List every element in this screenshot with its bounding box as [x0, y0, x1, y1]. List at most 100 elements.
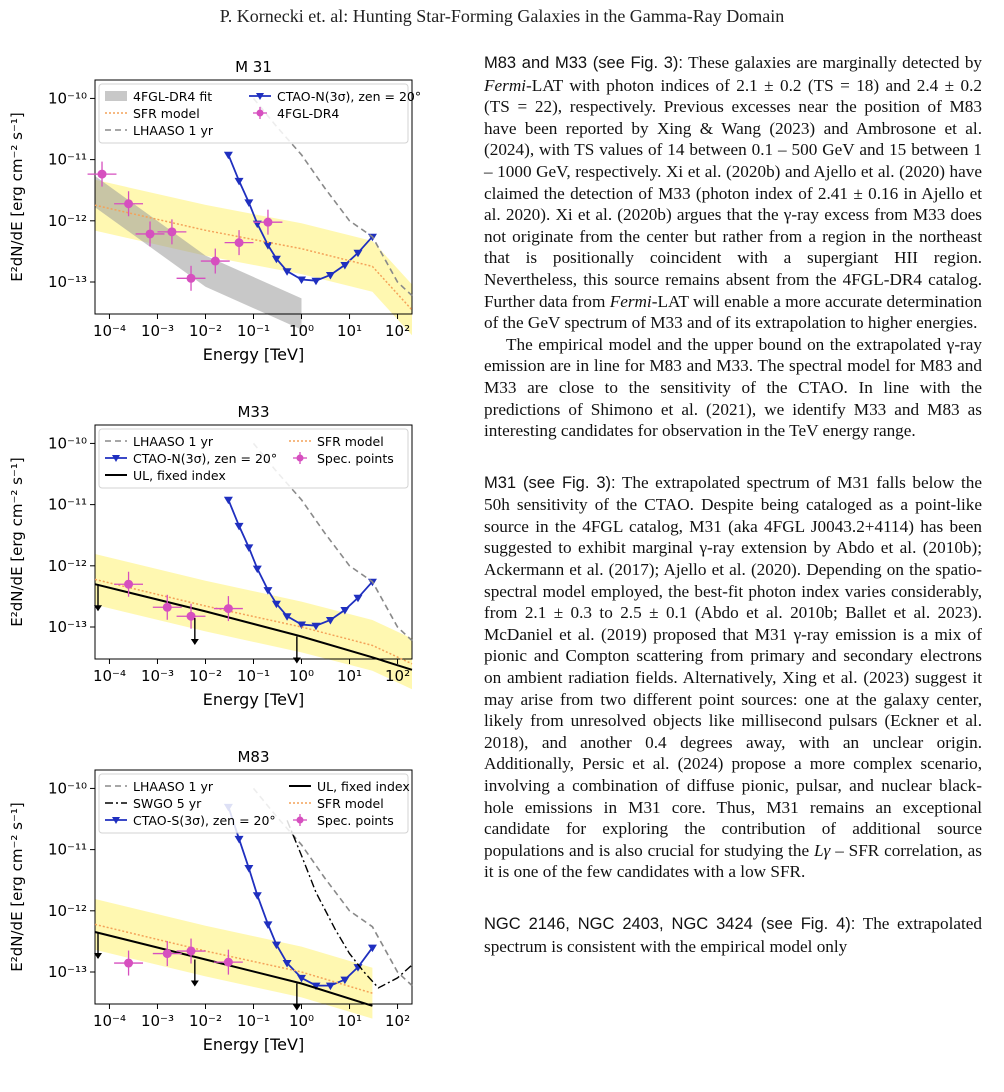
spec-point — [223, 604, 233, 614]
ctao-marker — [340, 606, 350, 615]
ctao-marker — [340, 976, 350, 985]
y-tick-label: 10⁻¹⁰ — [48, 779, 87, 797]
ctao-marker — [244, 865, 254, 873]
x-tick-label: 10⁰ — [289, 1012, 314, 1030]
x-tick-label: 10² — [385, 322, 410, 340]
paragraph-m83-m33: M83 and M33 (see Fig. 3): These galaxies… — [484, 52, 982, 334]
ul-arrow-head — [292, 1004, 301, 1011]
m33-plot: M33 10⁻⁴ 10⁻³ 10⁻² 10⁻¹ 10⁰ 10¹ 10² 10⁻¹⁰ 10⁻¹¹ 10… — [8, 403, 413, 709]
x-tick-label: 10¹ — [337, 1012, 362, 1030]
x-tick-label: 10⁰ — [289, 667, 314, 685]
m31-plot: M 31 10⁻⁴ 10⁻³ 10⁻² 10⁻¹ 10⁰ 10¹ 10² 10⁻¹⁰ 10⁻¹¹ 1… — [8, 58, 421, 364]
ctao-marker — [244, 544, 254, 552]
text-span: -LAT with photon indices of 2.1 ± 0.2 (T… — [484, 75, 982, 311]
ctao-marker — [271, 255, 281, 264]
page-header: P. Kornecki et. al: Hunting Star-Forming… — [219, 6, 785, 26]
plot-title: M33 — [237, 403, 269, 421]
spec-point — [263, 217, 273, 227]
section-head-m83: M83 and M33 (see Fig. 3): — [484, 54, 684, 72]
m83-plot: M83 10⁻⁴ 10⁻³ 10⁻² 10⁻¹ 10⁰ 10¹ 10² 10⁻¹⁰ 10⁻¹¹ 10… — [8, 748, 413, 1054]
x-axis-label: Energy [TeV] — [203, 1035, 304, 1054]
ul-arrow-head — [94, 953, 102, 960]
y-tick-label: 10⁻¹² — [48, 212, 87, 230]
x-tick-label: 10⁻¹ — [237, 322, 270, 340]
spec-point — [162, 949, 172, 959]
ctao-marker — [297, 276, 307, 284]
ctao-marker — [353, 249, 363, 258]
plot-title: M83 — [237, 748, 269, 766]
spec-point — [124, 199, 134, 209]
legend-text: CTAO-N(3σ), zen = 20° — [133, 451, 277, 466]
figure-column: M 31 10⁻⁴ 10⁻³ 10⁻² 10⁻¹ 10⁰ 10¹ 10² 10⁻¹⁰ 10⁻¹¹ 1… — [0, 52, 450, 1092]
fermi-italic: Fermi — [609, 291, 652, 311]
x-tick-label: 10⁻⁴ — [93, 322, 126, 340]
ctao-marker — [325, 272, 335, 280]
legend-text: LHAASO 1 yr — [133, 779, 214, 794]
series-line — [94, 583, 413, 671]
series-line — [94, 923, 373, 994]
legend-box — [98, 773, 409, 834]
ctao-marker — [353, 594, 363, 603]
x-axis-label: Energy [TeV] — [203, 690, 304, 709]
spec-point — [210, 256, 220, 266]
legend-marker — [296, 816, 304, 824]
legend-text: UL, fixed index — [133, 468, 226, 483]
text-span: – SFR correlation, as it is one of the f… — [484, 840, 982, 882]
x-tick-label: 10⁻¹ — [237, 667, 270, 685]
fermi-italic: Fermi — [484, 75, 527, 95]
y-tick-label: 10⁻¹² — [48, 557, 87, 575]
spec-point — [186, 611, 196, 621]
legend-text: SFR model — [317, 434, 384, 449]
y-tick-label: 10⁻¹⁰ — [48, 434, 87, 452]
ctao-marker — [340, 261, 350, 270]
spec-point — [223, 957, 233, 967]
x-tick-label: 10⁻¹ — [237, 1012, 270, 1030]
legend-text: LHAASO 1 yr — [133, 123, 214, 138]
legend-text: CTAO-N(3σ), zen = 20° — [277, 89, 421, 104]
x-tick-label: 10² — [385, 667, 410, 685]
ul-arrow-head — [94, 605, 102, 612]
legend-text: 4FGL-DR4 fit — [133, 89, 212, 104]
y-tick-label: 10⁻¹³ — [48, 618, 87, 636]
y-tick-label: 10⁻¹² — [48, 902, 87, 920]
legend-marker — [296, 454, 304, 462]
ctao-marker — [263, 587, 273, 595]
legend-text: UL, fixed index — [317, 779, 410, 794]
ctao-marker — [325, 982, 335, 991]
x-tick-label: 10⁰ — [289, 322, 314, 340]
ctao-marker — [234, 522, 244, 531]
ctao-marker — [297, 621, 307, 629]
x-tick-label: 10⁻² — [189, 667, 222, 685]
sfr-uncertainty-band — [95, 899, 373, 1019]
x-tick-label: 10⁻² — [189, 322, 222, 340]
legend-box — [98, 428, 409, 489]
legend-text: SWGO 5 yr — [133, 796, 202, 811]
sfr-uncertainty-band — [95, 179, 412, 336]
x-tick-label: 10⁻³ — [141, 667, 174, 685]
lgamma-italic: Lγ — [814, 840, 831, 860]
text-span: The extrapolated spectrum of M31 falls b… — [484, 472, 982, 860]
spec-point — [186, 273, 196, 283]
text-span: The extrapolated spectrum is consistent … — [484, 913, 982, 956]
legend-text: LHAASO 1 yr — [133, 434, 214, 449]
x-tick-label: 10⁻⁴ — [93, 1012, 126, 1030]
x-tick-label: 10⁻² — [189, 1012, 222, 1030]
spec-point — [234, 238, 244, 248]
legend-text: CTAO-S(3σ), zen = 20° — [133, 813, 276, 828]
fermi-fit-band — [95, 176, 302, 330]
text-column: M83 and M33 (see Fig. 3): These galaxies… — [484, 52, 982, 957]
legend-marker — [256, 109, 264, 117]
y-tick-label: 10⁻¹³ — [48, 273, 87, 291]
ctao-marker — [234, 835, 244, 844]
ctao-marker — [353, 964, 363, 972]
y-axis-label: E²dN/dE [erg cm⁻² s⁻¹] — [8, 802, 26, 971]
plot-title: M 31 — [235, 58, 272, 76]
ul-arrow-head — [190, 639, 199, 646]
x-tick-label: 10⁻⁴ — [93, 667, 126, 685]
text-span: -LAT will enable a more accurate determi… — [484, 291, 982, 333]
paragraph-m31: M31 (see Fig. 3): The extrapolated spect… — [484, 472, 982, 883]
legend-marker — [256, 93, 264, 100]
ctao-marker — [252, 892, 262, 900]
ctao-marker — [234, 177, 244, 186]
x-tick-label: 10¹ — [337, 667, 362, 685]
